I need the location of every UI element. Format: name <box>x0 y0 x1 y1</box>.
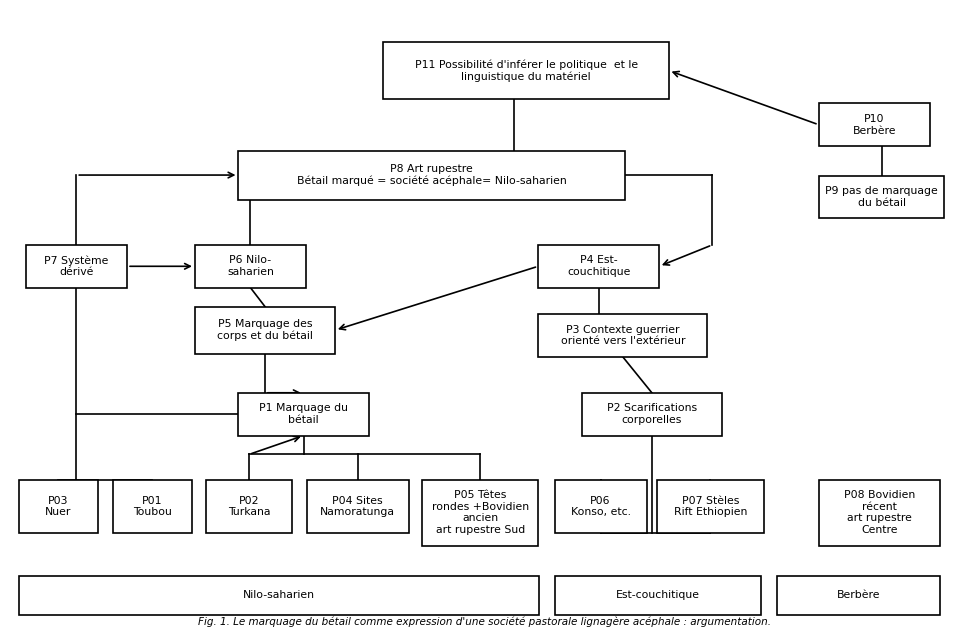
Bar <box>206 480 292 533</box>
Text: P7 Système
dérivé: P7 Système dérivé <box>45 255 109 277</box>
Text: Berbère: Berbère <box>835 590 879 600</box>
Bar <box>818 176 944 219</box>
Bar <box>538 245 658 288</box>
Text: P11 Possibilité d'inférer le politique  et le
linguistique du matériel: P11 Possibilité d'inférer le politique e… <box>414 59 637 82</box>
Text: P05 Têtes
rondes +Bovidien
ancien
art rupestre Sud: P05 Têtes rondes +Bovidien ancien art ru… <box>431 490 528 535</box>
Bar <box>818 103 929 146</box>
Bar <box>818 480 939 545</box>
Text: P9 pas de marquage
du bétail: P9 pas de marquage du bétail <box>825 186 937 208</box>
Text: P02
Turkana: P02 Turkana <box>228 495 270 517</box>
Bar <box>538 314 706 357</box>
Bar <box>307 480 408 533</box>
Text: Est-couchitique: Est-couchitique <box>615 590 699 600</box>
Bar <box>422 480 538 545</box>
Bar <box>195 307 334 354</box>
Text: P5 Marquage des
corps et du bétail: P5 Marquage des corps et du bétail <box>217 319 313 341</box>
Text: P2 Scarifications
corporelles: P2 Scarifications corporelles <box>607 403 696 425</box>
Bar <box>195 245 306 288</box>
Bar <box>656 480 763 533</box>
Bar <box>18 576 539 615</box>
Text: P3 Contexte guerrier
orienté vers l'extérieur: P3 Contexte guerrier orienté vers l'exté… <box>560 325 684 346</box>
Bar <box>112 480 192 533</box>
Text: P03
Nuer: P03 Nuer <box>46 495 72 517</box>
Bar <box>25 245 127 288</box>
Text: P1 Marquage du
bétail: P1 Marquage du bétail <box>259 403 348 425</box>
Text: P08 Bovidien
récent
art rupestre
Centre: P08 Bovidien récent art rupestre Centre <box>843 490 914 535</box>
Text: P8 Art rupestre
Bétail marqué = société acéphale= Nilo-saharien: P8 Art rupestre Bétail marqué = société … <box>297 164 566 186</box>
Text: P01
Toubou: P01 Toubou <box>133 495 172 517</box>
Bar <box>383 42 668 99</box>
Text: P10
Berbère: P10 Berbère <box>852 114 895 135</box>
Text: P04 Sites
Namoratunga: P04 Sites Namoratunga <box>320 495 395 517</box>
Bar <box>18 480 98 533</box>
Bar <box>238 150 625 200</box>
Bar <box>238 392 368 435</box>
Bar <box>554 576 760 615</box>
Text: P07 Stèles
Rift Ethiopien: P07 Stèles Rift Ethiopien <box>673 495 746 517</box>
Bar <box>581 392 721 435</box>
Text: Fig. 1. Le marquage du bétail comme expression d'une société pastorale lignagère: Fig. 1. Le marquage du bétail comme expr… <box>199 617 770 628</box>
Bar <box>776 576 939 615</box>
Text: P4 Est-
couchitique: P4 Est- couchitique <box>566 255 630 277</box>
Text: P06
Konso, etc.: P06 Konso, etc. <box>570 495 630 517</box>
Text: Nilo-saharien: Nilo-saharien <box>242 590 315 600</box>
Bar <box>554 480 646 533</box>
Text: P6 Nilo-
saharien: P6 Nilo- saharien <box>227 255 273 277</box>
